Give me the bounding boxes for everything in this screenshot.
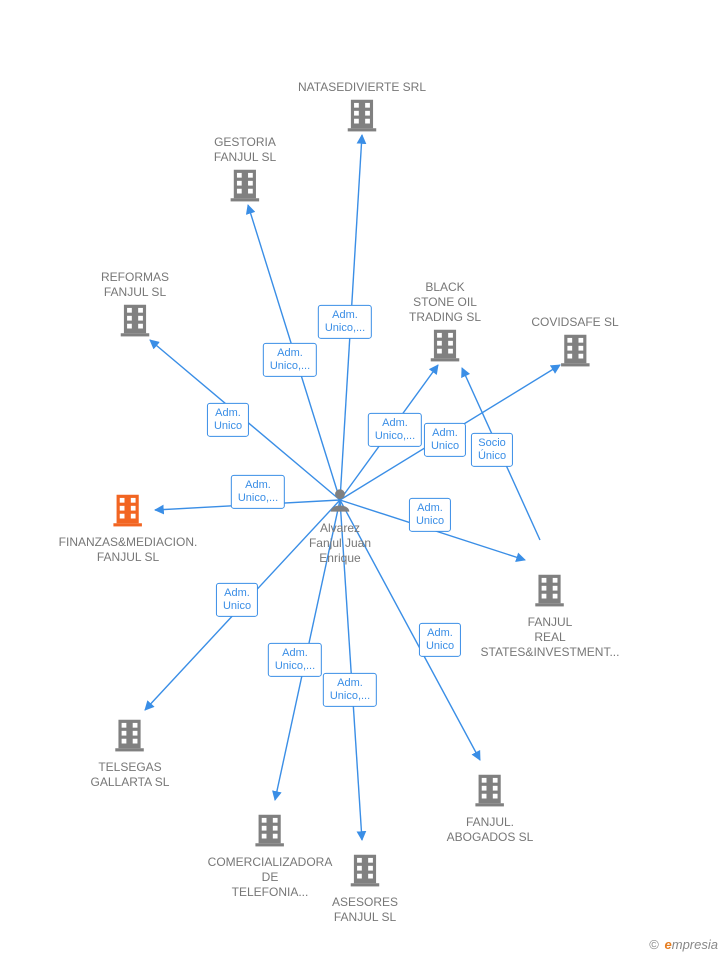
company-label: COVIDSAFE SL bbox=[531, 315, 618, 330]
person-node[interactable]: Alvarez Fanjul Juan Enrique bbox=[309, 486, 371, 566]
company-node[interactable]: GESTORIA FANJUL SL bbox=[214, 133, 276, 208]
company-label: GESTORIA FANJUL SL bbox=[214, 135, 276, 165]
building-icon bbox=[556, 330, 594, 373]
company-label: BLACK STONE OIL TRADING SL bbox=[409, 280, 481, 325]
edge-label[interactable]: Adm. Unico bbox=[216, 583, 258, 617]
company-node[interactable]: FANJUL. ABOGADOS SL bbox=[447, 770, 534, 845]
company-label: NATASEDIVIERTE SRL bbox=[298, 80, 426, 95]
edge-label[interactable]: Adm. Unico bbox=[424, 423, 466, 457]
building-icon bbox=[426, 325, 464, 368]
company-node[interactable]: FANJUL REAL STATES&INVESTMENT... bbox=[481, 570, 620, 660]
company-label: COMERCIALIZADORA DE TELEFONIA... bbox=[208, 855, 333, 900]
company-label: FINANZAS&MEDIACION. FANJUL SL bbox=[59, 535, 198, 565]
company-node[interactable]: BLACK STONE OIL TRADING SL bbox=[409, 278, 481, 368]
brand-rest: mpresia bbox=[672, 937, 718, 952]
company-node[interactable]: ASESORES FANJUL SL bbox=[332, 850, 398, 925]
brand-initial: e bbox=[665, 937, 672, 952]
person-label: Alvarez Fanjul Juan Enrique bbox=[309, 521, 371, 566]
building-icon bbox=[226, 165, 264, 208]
company-label: ASESORES FANJUL SL bbox=[332, 895, 398, 925]
edges-layer bbox=[0, 0, 728, 960]
edge-label[interactable]: Adm. Unico,... bbox=[368, 413, 422, 447]
edge-label[interactable]: Adm. Unico,... bbox=[318, 305, 372, 339]
edge-label[interactable]: Adm. Unico bbox=[409, 498, 451, 532]
copyright-symbol: © bbox=[649, 937, 659, 952]
watermark: © empresia bbox=[649, 937, 718, 952]
building-icon bbox=[343, 95, 381, 138]
building-icon bbox=[251, 810, 289, 853]
edge-label[interactable]: Adm. Unico,... bbox=[268, 643, 322, 677]
company-label: FANJUL. ABOGADOS SL bbox=[447, 815, 534, 845]
company-node[interactable]: TELSEGAS GALLARTA SL bbox=[91, 715, 170, 790]
building-icon bbox=[116, 300, 154, 343]
building-icon bbox=[471, 770, 509, 813]
edge-label[interactable]: Adm. Unico,... bbox=[263, 343, 317, 377]
edge-label[interactable]: Socio Único bbox=[471, 433, 513, 467]
company-label: FANJUL REAL STATES&INVESTMENT... bbox=[481, 615, 620, 660]
network-canvas: Alvarez Fanjul Juan Enrique NATASEDIVIERT… bbox=[0, 0, 728, 960]
building-icon bbox=[109, 490, 147, 533]
building-icon bbox=[111, 715, 149, 758]
company-node[interactable]: NATASEDIVIERTE SRL bbox=[298, 78, 426, 138]
company-label: REFORMAS FANJUL SL bbox=[101, 270, 169, 300]
company-node[interactable]: FINANZAS&MEDIACION. FANJUL SL bbox=[59, 490, 198, 565]
edge-label[interactable]: Adm. Unico bbox=[207, 403, 249, 437]
edge-label[interactable]: Adm. Unico,... bbox=[231, 475, 285, 509]
company-node[interactable]: COVIDSAFE SL bbox=[531, 313, 618, 373]
edge-label[interactable]: Adm. Unico,... bbox=[323, 673, 377, 707]
company-node[interactable]: REFORMAS FANJUL SL bbox=[101, 268, 169, 343]
building-icon bbox=[346, 850, 384, 893]
person-icon bbox=[326, 486, 354, 519]
company-node[interactable]: COMERCIALIZADORA DE TELEFONIA... bbox=[208, 810, 333, 900]
edge-label[interactable]: Adm. Unico bbox=[419, 623, 461, 657]
company-label: TELSEGAS GALLARTA SL bbox=[91, 760, 170, 790]
building-icon bbox=[531, 570, 569, 613]
